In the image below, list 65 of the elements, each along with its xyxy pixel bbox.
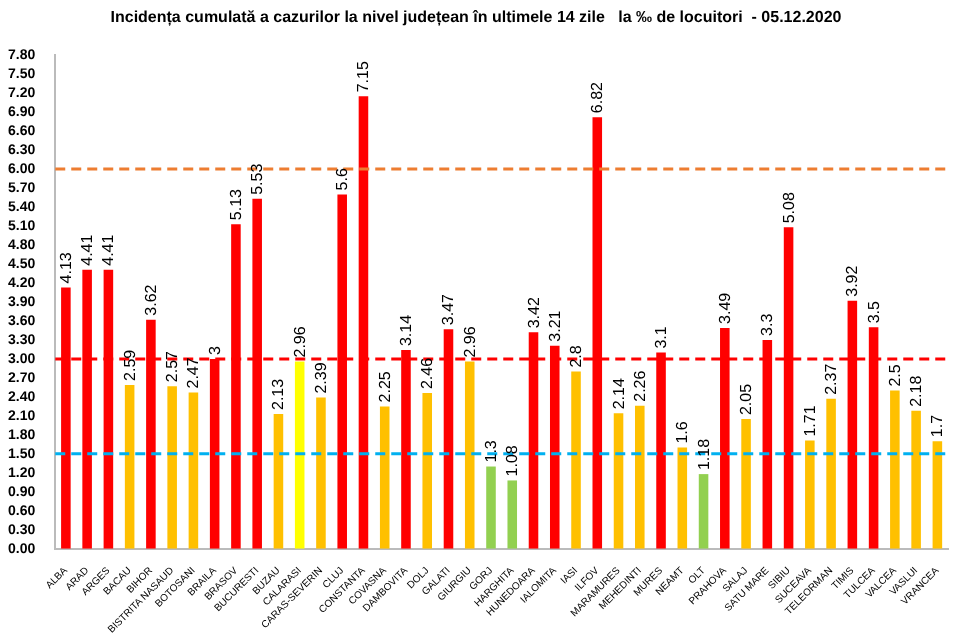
- data-label: 3.3: [758, 312, 777, 336]
- bar: [635, 405, 645, 549]
- bar: [379, 406, 390, 549]
- bar: [613, 413, 624, 549]
- bar: [273, 414, 284, 549]
- bar: [464, 361, 475, 549]
- data-label: 4.41: [99, 233, 118, 266]
- data-label: 6.82: [588, 80, 607, 114]
- data-label: 1.08: [503, 444, 522, 477]
- bar: [932, 441, 943, 549]
- data-label: 1.18: [694, 437, 713, 471]
- data-label: 7.15: [354, 60, 373, 93]
- bar: [698, 474, 709, 549]
- data-label: 2.47: [184, 356, 203, 389]
- bar: [571, 371, 581, 549]
- data-label: 2.14: [609, 377, 628, 410]
- data-label: 2.5: [885, 363, 904, 387]
- data-label: 2.37: [822, 362, 841, 395]
- data-label: 5.53: [248, 162, 267, 195]
- data-label: 1.6: [673, 420, 692, 444]
- data-label: 2.96: [460, 325, 479, 358]
- data-label: 5.13: [226, 187, 245, 221]
- data-label: 2.13: [269, 377, 288, 410]
- data-label: 5.08: [779, 191, 798, 224]
- data-label: 1.3: [482, 439, 500, 463]
- data-label: 1.7: [928, 413, 947, 438]
- bar: [422, 393, 433, 549]
- data-label: 2.8: [567, 344, 586, 368]
- bar: [805, 440, 815, 549]
- data-label: 2.59: [120, 348, 139, 381]
- bar: [486, 466, 496, 549]
- data-label: 2.25: [375, 370, 394, 403]
- data-label: 2.18: [907, 374, 926, 407]
- data-label: 1.71: [800, 404, 819, 437]
- bar: [826, 398, 836, 549]
- data-label: 2.26: [630, 369, 649, 402]
- bar: [188, 392, 199, 549]
- bar: [890, 390, 900, 549]
- data-label: 3.1: [652, 325, 671, 349]
- data-label: 4.13: [56, 251, 75, 284]
- data-label: 2.05: [737, 382, 756, 416]
- data-label: 2.57: [163, 349, 182, 383]
- data-label: 5.6: [333, 167, 352, 191]
- data-label: 3.62: [141, 283, 160, 316]
- data-label: 3.49: [715, 291, 734, 324]
- bar: [677, 447, 688, 549]
- data-label: 3.21: [545, 309, 564, 342]
- bar: [741, 419, 751, 549]
- data-label: 2.96: [290, 325, 309, 358]
- bar: [294, 361, 305, 549]
- bar: [316, 397, 326, 549]
- data-label: 3.92: [843, 264, 862, 297]
- chart-title: Incidența cumulată a cazurilor la nivel județean în ultimele 14 zile la ‰ de locuitori - 05.12.2020: [110, 8, 843, 27]
- bar: [507, 480, 518, 549]
- bar: [911, 410, 921, 549]
- bar: [167, 386, 177, 549]
- data-label: 3: [205, 344, 224, 355]
- data-label: 3.5: [864, 299, 883, 324]
- data-label: 2.39: [311, 361, 330, 394]
- data-label: 3.14: [396, 313, 415, 347]
- data-label: 3.47: [439, 292, 458, 326]
- bar: [124, 384, 135, 549]
- data-label: 2.46: [418, 356, 437, 390]
- data-label: 4.41: [78, 233, 97, 266]
- data-label: 3.42: [524, 296, 543, 329]
